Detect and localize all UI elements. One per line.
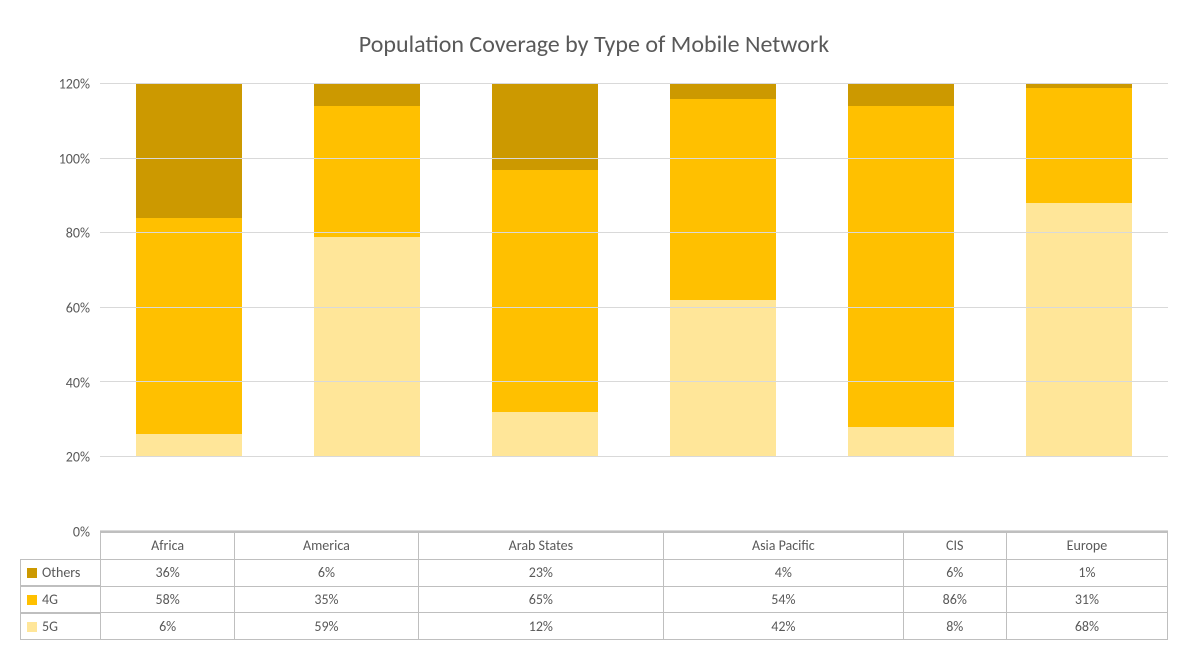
data-cell: 59% xyxy=(235,613,418,640)
gridline xyxy=(100,456,1168,457)
category-label: CIS xyxy=(903,533,1006,560)
stacked-bar xyxy=(314,84,421,531)
data-cell: 1% xyxy=(1006,559,1167,586)
y-tick-label: 80% xyxy=(66,225,90,242)
stacked-bar xyxy=(1026,84,1133,531)
bar-slot xyxy=(990,84,1168,531)
legend-item: 5G xyxy=(20,613,100,640)
gridline xyxy=(100,158,1168,159)
bar-slot xyxy=(812,84,990,531)
stacked-bar xyxy=(136,84,243,531)
bar-segment xyxy=(1026,88,1133,203)
y-tick-label: 120% xyxy=(59,76,90,93)
gridline xyxy=(100,83,1168,84)
bar-segment xyxy=(848,427,955,457)
data-cell: 35% xyxy=(235,586,418,613)
legend-column: Others 4G 5G xyxy=(20,532,100,640)
data-cell: 54% xyxy=(664,586,904,613)
data-cell: 42% xyxy=(664,613,904,640)
bar-segment xyxy=(136,84,243,218)
y-tick-label: 100% xyxy=(59,150,90,167)
bar-segment xyxy=(136,218,243,434)
bar-segment xyxy=(314,106,421,236)
table-row: 6%59%12%42%8%68% xyxy=(101,613,1168,640)
gridline xyxy=(100,381,1168,382)
legend-label: 4G xyxy=(42,591,58,608)
gridline xyxy=(100,232,1168,233)
y-tick-label: 20% xyxy=(66,449,90,466)
bar-segment xyxy=(670,99,777,300)
bar-segment xyxy=(670,84,777,99)
gridline xyxy=(100,307,1168,308)
category-label: America xyxy=(235,533,418,560)
gridline xyxy=(100,530,1168,531)
table-header-row: AfricaAmericaArab StatesAsia PacificCISE… xyxy=(101,533,1168,560)
category-label: Africa xyxy=(101,533,235,560)
bar-segment xyxy=(492,170,599,412)
category-label: Asia Pacific xyxy=(664,533,904,560)
data-cell: 58% xyxy=(101,586,235,613)
data-cell: 31% xyxy=(1006,586,1167,613)
stacked-bar xyxy=(670,84,777,531)
table-row: 58%35%65%54%86%31% xyxy=(101,586,1168,613)
data-cell: 12% xyxy=(418,613,663,640)
data-cell: 8% xyxy=(903,613,1006,640)
legend-swatch xyxy=(27,568,37,578)
legend-item: Others xyxy=(20,559,100,586)
data-cell: 68% xyxy=(1006,613,1167,640)
data-cell: 65% xyxy=(418,586,663,613)
legend-label: 5G xyxy=(42,618,58,635)
bar-segment xyxy=(1026,203,1133,456)
bar-segment xyxy=(492,412,599,457)
data-cell: 6% xyxy=(235,559,418,586)
bar-segment xyxy=(848,106,955,426)
y-tick-label: 60% xyxy=(66,300,90,317)
y-tick-label: 40% xyxy=(66,374,90,391)
bar-slot xyxy=(100,84,278,531)
data-table-wrapper: Others 4G 5G AfricaAmericaArab StatesAsia … xyxy=(20,532,1168,640)
data-cell: 4% xyxy=(664,559,904,586)
data-cell: 23% xyxy=(418,559,663,586)
plot-area xyxy=(100,84,1168,532)
bar-segment xyxy=(314,237,421,457)
bar-segment xyxy=(314,84,421,106)
bar-segment xyxy=(670,300,777,456)
bar-slot xyxy=(634,84,812,531)
stacked-bar xyxy=(848,84,955,531)
plot-row: 0%20%40%60%80%100%120% xyxy=(20,84,1168,532)
table-row: 36%6%23%4%6%1% xyxy=(101,559,1168,586)
bar-segment xyxy=(136,434,243,456)
stacked-bar xyxy=(492,84,599,531)
chart-title: Population Coverage by Type of Mobile Ne… xyxy=(20,30,1168,59)
bar-slot xyxy=(278,84,456,531)
data-cell: 6% xyxy=(101,613,235,640)
bar-segment xyxy=(848,84,955,106)
y-tick-label: 0% xyxy=(73,524,90,541)
category-label: Arab States xyxy=(418,533,663,560)
data-cell: 6% xyxy=(903,559,1006,586)
data-cell: 86% xyxy=(903,586,1006,613)
bar-slot xyxy=(456,84,634,531)
y-axis: 0%20%40%60%80%100%120% xyxy=(20,84,100,532)
legend-swatch xyxy=(27,622,37,632)
data-cell: 36% xyxy=(101,559,235,586)
legend-item: 4G xyxy=(20,586,100,613)
bars-group xyxy=(100,84,1168,531)
legend-swatch xyxy=(27,595,37,605)
legend-label: Others xyxy=(42,564,80,581)
data-table: AfricaAmericaArab StatesAsia PacificCISE… xyxy=(100,532,1168,640)
category-label: Europe xyxy=(1006,533,1167,560)
chart-container: Population Coverage by Type of Mobile Ne… xyxy=(20,20,1168,640)
